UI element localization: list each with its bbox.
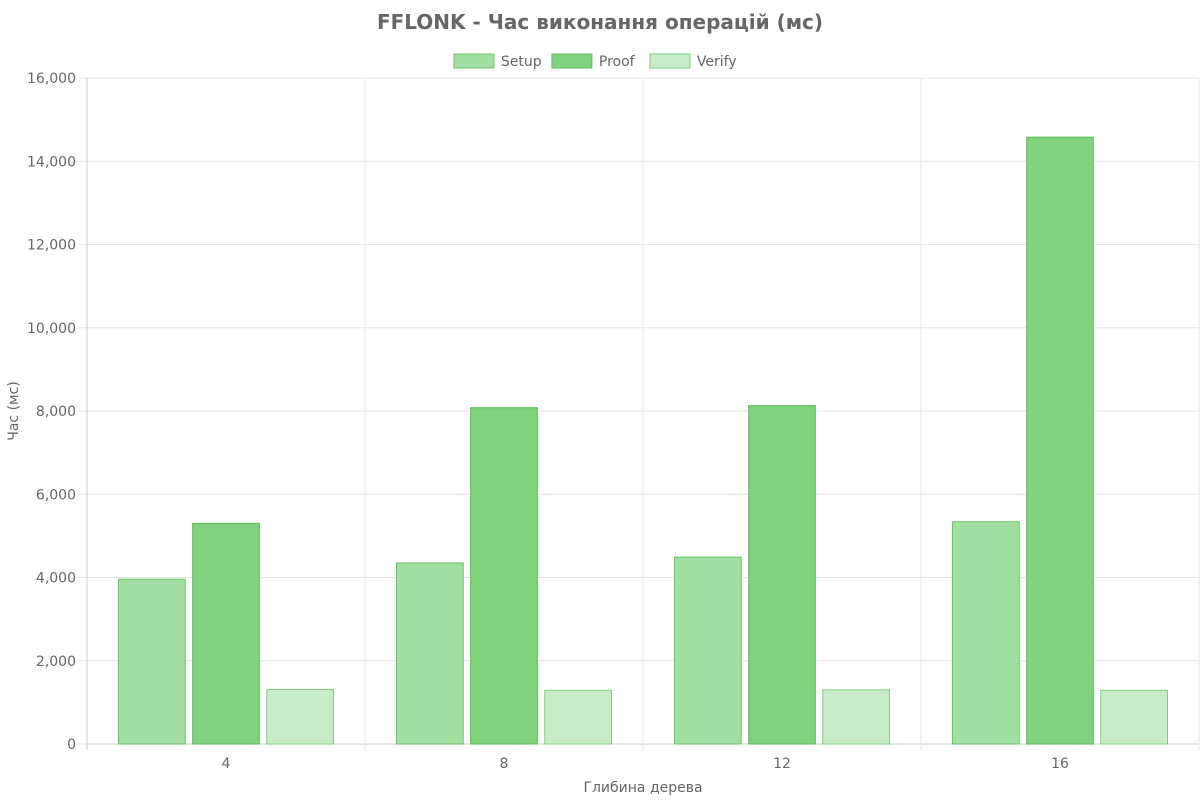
bar-setup[interactable] — [952, 521, 1020, 745]
legend-label: Setup — [501, 54, 542, 70]
y-tick-label: 2,000 — [36, 654, 76, 670]
x-tick-label: 12 — [773, 756, 791, 772]
legend-item-proof[interactable]: Proof — [551, 53, 636, 70]
x-tick-label: 4 — [222, 756, 231, 772]
bar-setup[interactable] — [118, 578, 186, 745]
x-axis-label: Глибина дерева — [583, 780, 702, 796]
legend-label: Verify — [697, 54, 737, 70]
bar-proof[interactable] — [192, 522, 260, 745]
y-axis-label: Час (мс) — [6, 381, 22, 441]
legend-item-setup[interactable]: Setup — [453, 53, 542, 70]
y-tick-label: 10,000 — [27, 321, 76, 337]
bar-proof[interactable] — [470, 407, 538, 745]
y-tick-label: 6,000 — [36, 487, 76, 503]
x-tick-label: 8 — [500, 756, 509, 772]
y-tick-label: 0 — [67, 737, 76, 753]
legend-swatch — [551, 53, 593, 69]
bars — [118, 136, 1168, 745]
x-tick-label: 16 — [1051, 756, 1069, 772]
y-tick-label: 16,000 — [27, 71, 76, 87]
grid — [79, 77, 1200, 750]
bar-proof[interactable] — [748, 405, 816, 745]
bar-setup[interactable] — [396, 562, 464, 745]
axes: 0 2,000 4,000 6,000 8,000 10,000 12,000 14,000 1… — [27, 71, 1069, 772]
y-tick-label: 12,000 — [27, 238, 76, 254]
legend-swatch — [453, 53, 495, 69]
y-tick-label: 8,000 — [36, 404, 76, 420]
legend-item-verify[interactable]: Verify — [649, 53, 737, 70]
chart-title: FFLONK - Час виконання операцій (мс) — [377, 10, 823, 34]
bar-verify[interactable] — [1100, 689, 1168, 745]
legend[interactable]: Setup Proof Verify — [453, 53, 737, 70]
y-tick-label: 4,000 — [36, 571, 76, 587]
bar-verify[interactable] — [544, 689, 612, 745]
legend-label: Proof — [599, 54, 636, 70]
y-tick-label: 14,000 — [27, 154, 76, 170]
bar-proof[interactable] — [1026, 136, 1094, 745]
legend-swatch — [649, 53, 691, 69]
bar-setup[interactable] — [674, 556, 742, 745]
bar-verify[interactable] — [822, 689, 890, 745]
bar-verify[interactable] — [266, 688, 334, 745]
